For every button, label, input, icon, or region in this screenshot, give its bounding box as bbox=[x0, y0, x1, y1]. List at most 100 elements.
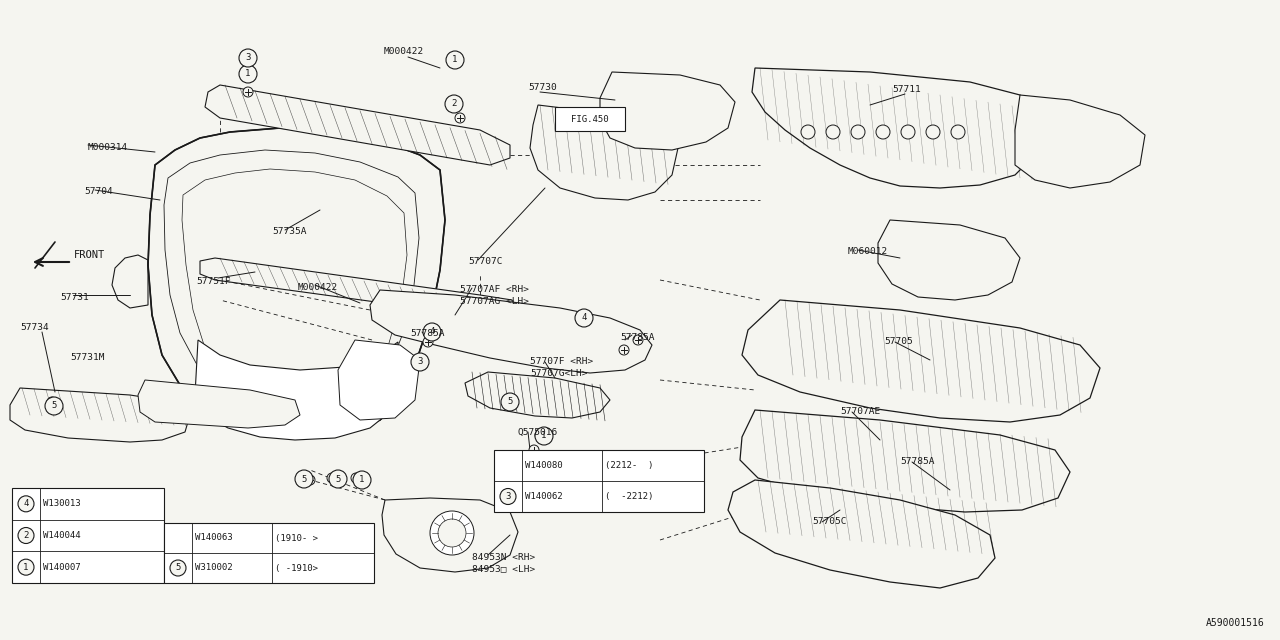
Text: A590001516: A590001516 bbox=[1206, 618, 1265, 628]
Polygon shape bbox=[530, 105, 678, 200]
Polygon shape bbox=[338, 340, 420, 420]
Circle shape bbox=[47, 397, 58, 407]
Text: 2: 2 bbox=[23, 531, 28, 540]
Polygon shape bbox=[205, 85, 509, 165]
Text: 57731M: 57731M bbox=[70, 353, 105, 362]
Circle shape bbox=[242, 53, 252, 63]
Circle shape bbox=[449, 97, 460, 107]
Circle shape bbox=[445, 51, 465, 69]
Text: 57734: 57734 bbox=[20, 323, 49, 333]
Text: M060012: M060012 bbox=[849, 248, 888, 257]
Text: 57711: 57711 bbox=[892, 86, 920, 95]
Text: 57707F <RH>: 57707F <RH> bbox=[530, 358, 593, 367]
Text: W140007: W140007 bbox=[44, 563, 81, 572]
Text: FRONT: FRONT bbox=[74, 250, 105, 260]
Text: 57785A: 57785A bbox=[900, 458, 934, 467]
Circle shape bbox=[329, 470, 347, 488]
Polygon shape bbox=[381, 498, 518, 572]
Text: 3: 3 bbox=[417, 358, 422, 367]
Circle shape bbox=[951, 125, 965, 139]
Circle shape bbox=[634, 335, 643, 345]
Polygon shape bbox=[1015, 95, 1146, 188]
Circle shape bbox=[294, 470, 314, 488]
Circle shape bbox=[170, 560, 186, 576]
Text: 5: 5 bbox=[507, 397, 513, 406]
Circle shape bbox=[243, 87, 253, 97]
Text: M000314: M000314 bbox=[88, 143, 128, 152]
Text: M000422: M000422 bbox=[384, 47, 424, 56]
Text: W140063: W140063 bbox=[195, 534, 233, 543]
Circle shape bbox=[326, 473, 337, 483]
Circle shape bbox=[575, 309, 593, 327]
Circle shape bbox=[239, 65, 257, 83]
Circle shape bbox=[243, 69, 253, 79]
Text: ( -1910>: ( -1910> bbox=[275, 563, 317, 573]
Circle shape bbox=[18, 559, 35, 575]
Circle shape bbox=[430, 511, 474, 555]
Text: 57707AE: 57707AE bbox=[840, 408, 881, 417]
Text: 57707C: 57707C bbox=[468, 257, 503, 266]
Polygon shape bbox=[138, 380, 300, 428]
Circle shape bbox=[535, 430, 545, 440]
Polygon shape bbox=[370, 290, 652, 373]
Text: 4: 4 bbox=[23, 499, 28, 508]
Circle shape bbox=[422, 337, 433, 347]
Text: 4: 4 bbox=[581, 314, 586, 323]
Text: 1: 1 bbox=[541, 431, 547, 440]
Bar bbox=[164, 523, 374, 583]
Polygon shape bbox=[200, 258, 515, 318]
Text: 5: 5 bbox=[335, 474, 340, 483]
Circle shape bbox=[239, 49, 257, 67]
Text: 5: 5 bbox=[175, 563, 180, 573]
Circle shape bbox=[445, 95, 463, 113]
Polygon shape bbox=[742, 300, 1100, 422]
Text: 1: 1 bbox=[23, 563, 28, 572]
Circle shape bbox=[45, 397, 63, 415]
Circle shape bbox=[826, 125, 840, 139]
Text: 3: 3 bbox=[506, 492, 511, 501]
Text: W140044: W140044 bbox=[44, 531, 81, 540]
Text: 2: 2 bbox=[452, 99, 457, 109]
Polygon shape bbox=[10, 388, 189, 442]
Text: 57705C: 57705C bbox=[812, 518, 846, 527]
Text: (1910- >: (1910- > bbox=[275, 534, 317, 543]
Text: Q575016: Q575016 bbox=[518, 428, 558, 436]
Circle shape bbox=[18, 496, 35, 512]
Bar bbox=[12, 488, 164, 583]
Circle shape bbox=[353, 471, 371, 489]
Text: 57735A: 57735A bbox=[273, 227, 306, 237]
Text: 57707AG <LH>: 57707AG <LH> bbox=[460, 298, 529, 307]
Polygon shape bbox=[600, 72, 735, 150]
Circle shape bbox=[454, 113, 465, 123]
Text: 57705: 57705 bbox=[884, 337, 913, 346]
Text: W310002: W310002 bbox=[195, 563, 233, 573]
Circle shape bbox=[305, 475, 315, 485]
Circle shape bbox=[422, 323, 442, 341]
Text: 5: 5 bbox=[51, 401, 56, 410]
Circle shape bbox=[529, 445, 539, 455]
Text: 57751F: 57751F bbox=[196, 278, 230, 287]
Text: 3: 3 bbox=[246, 54, 251, 63]
Text: 1: 1 bbox=[360, 476, 365, 484]
Text: 84953□ <LH>: 84953□ <LH> bbox=[472, 564, 535, 573]
Text: W140080: W140080 bbox=[525, 461, 563, 470]
Circle shape bbox=[18, 527, 35, 543]
Circle shape bbox=[620, 345, 628, 355]
Text: FIG.450: FIG.450 bbox=[571, 115, 609, 125]
Text: 57785A: 57785A bbox=[410, 330, 444, 339]
Circle shape bbox=[411, 353, 429, 371]
Circle shape bbox=[876, 125, 890, 139]
Polygon shape bbox=[878, 220, 1020, 300]
Polygon shape bbox=[148, 128, 445, 438]
Circle shape bbox=[851, 125, 865, 139]
Text: 4: 4 bbox=[429, 328, 435, 337]
Text: 84953N <RH>: 84953N <RH> bbox=[472, 552, 535, 561]
Text: 1: 1 bbox=[452, 56, 458, 65]
Polygon shape bbox=[195, 340, 398, 440]
Bar bbox=[494, 450, 704, 512]
Circle shape bbox=[449, 53, 460, 63]
Text: (2212-  ): (2212- ) bbox=[605, 461, 653, 470]
Circle shape bbox=[500, 488, 516, 504]
Circle shape bbox=[351, 473, 361, 483]
Text: 57785A: 57785A bbox=[620, 333, 654, 342]
